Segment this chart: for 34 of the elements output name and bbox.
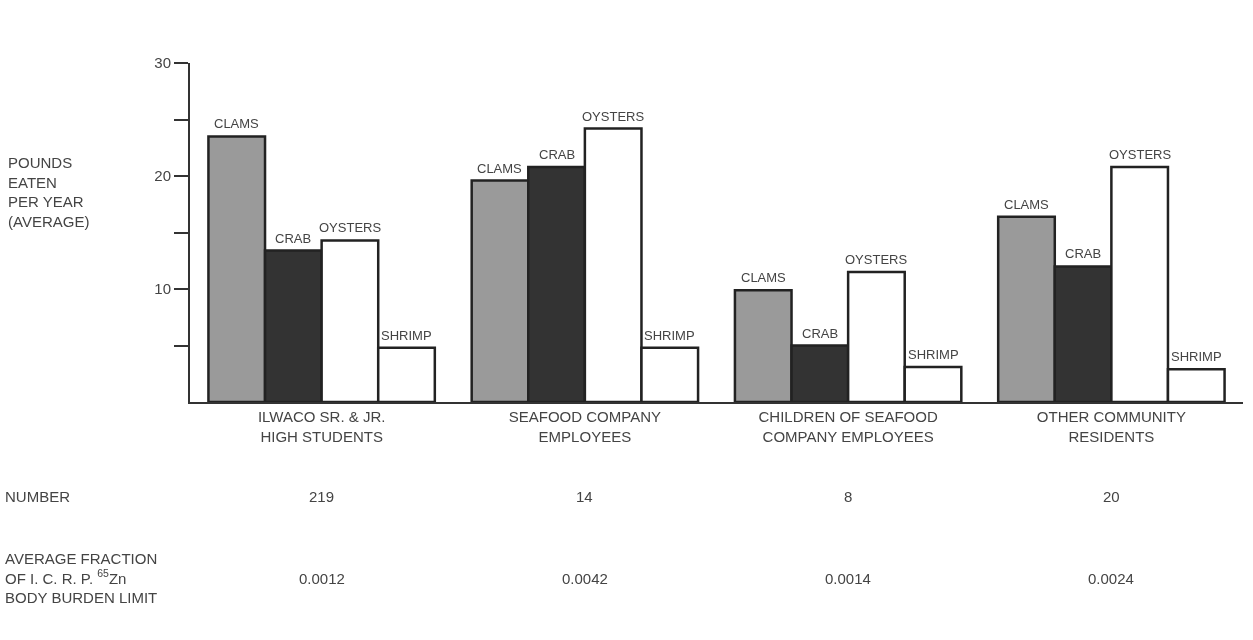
text: CLAMS: [741, 270, 786, 285]
x-tick-label: OTHER COMMUNITY RESIDENTS: [1036, 408, 1186, 445]
text: AVERAGE FRACTION OF I. C. R. P. $^{65}$Zn BODY BURDEN LIMIT: [5, 550, 158, 606]
text: OYSTERS: [319, 220, 382, 235]
y-axis-title: POUNDS EATEN PER YEAR (AVERAGE): [8, 154, 90, 230]
text: CRAB: [539, 147, 576, 162]
text: SHRIMP: [644, 328, 695, 343]
series-label: CRAB: [802, 326, 839, 341]
y-tick-label: 20: [154, 167, 171, 185]
text: 0.0012: [299, 570, 345, 587]
x-tick-label: ILWACO SR. & JR. HIGH STUDENTS: [257, 408, 386, 445]
text: SHRIMP: [1171, 349, 1222, 364]
text: CRAB: [275, 231, 312, 246]
text: 8: [844, 488, 853, 505]
series-label: CLAMS: [477, 161, 523, 176]
text: NUMBER: [5, 488, 71, 505]
text: 0.0014: [825, 570, 871, 587]
text: OYSTERS: [1109, 147, 1172, 162]
text: SHRIMP: [908, 347, 959, 362]
series-label: SHRIMP: [381, 328, 432, 343]
y-tick-label: 10: [154, 280, 171, 298]
x-tick-label: CHILDREN OF SEAFOOD COMPANY EMPLOYEES: [758, 408, 938, 445]
text: CLAMS: [1004, 197, 1049, 212]
text: 0.0042: [562, 570, 608, 587]
text: 219: [309, 488, 335, 505]
y-tick-label: 30: [154, 54, 171, 72]
text: CLAMS: [214, 116, 259, 131]
text: 14: [576, 488, 593, 505]
text: 20: [1103, 488, 1120, 505]
x-tick-label: SEAFOOD COMPANY EMPLOYEES: [508, 408, 662, 445]
text: OYSTERS: [845, 252, 908, 267]
series-label: OYSTERS: [582, 109, 645, 124]
text: CRAB: [1065, 246, 1102, 261]
text: 0.0024: [1088, 570, 1134, 587]
